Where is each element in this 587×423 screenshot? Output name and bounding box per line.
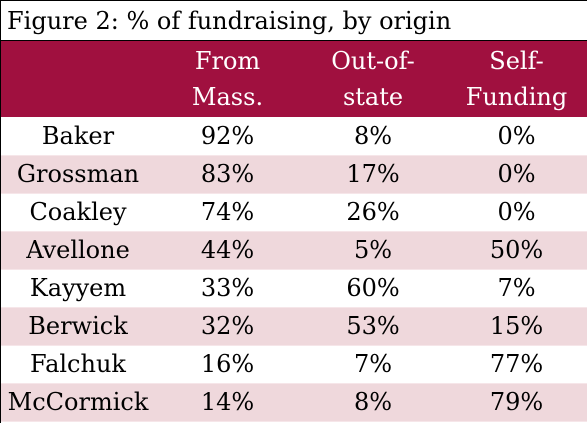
candidate-name: Berwick bbox=[1, 307, 155, 346]
header-candidate bbox=[1, 41, 155, 117]
candidate-name: Kayyem bbox=[1, 269, 155, 308]
from-mass-value: 92% bbox=[155, 117, 300, 156]
from-mass-value: 83% bbox=[155, 155, 300, 194]
from-mass-value: 74% bbox=[155, 193, 300, 232]
self-funding-value: 50% bbox=[446, 231, 587, 270]
header-self-funding: Self- Funding bbox=[465, 47, 568, 111]
out-of-state-value: 5% bbox=[300, 231, 446, 270]
candidate-name: Falchuk bbox=[1, 345, 155, 384]
out-of-state-value: 17% bbox=[300, 155, 446, 194]
figure-title: Figure 2: % of fundraising, by origin bbox=[1, 1, 587, 41]
out-of-state-value: 53% bbox=[300, 307, 446, 346]
table-row: McCormick 14% 8% 79% bbox=[1, 383, 587, 422]
self-funding-value: 0% bbox=[446, 117, 587, 156]
table-row: Baker 92% 8% 0% bbox=[1, 117, 587, 156]
self-funding-value: 0% bbox=[446, 193, 587, 232]
out-of-state-value: 26% bbox=[300, 193, 446, 232]
header-from-mass: From Mass. bbox=[191, 47, 264, 111]
self-funding-value: 79% bbox=[446, 383, 587, 422]
candidate-name: Grossman bbox=[1, 155, 155, 194]
table-row: Grossman 83% 17% 0% bbox=[1, 155, 587, 194]
self-funding-value: 0% bbox=[446, 155, 587, 194]
from-mass-value: 33% bbox=[155, 269, 300, 308]
out-of-state-value: 7% bbox=[300, 345, 446, 384]
self-funding-value: 15% bbox=[446, 307, 587, 346]
candidate-name: McCormick bbox=[1, 383, 155, 422]
candidate-name: Baker bbox=[1, 117, 155, 156]
out-of-state-value: 60% bbox=[300, 269, 446, 308]
self-funding-value: 77% bbox=[446, 345, 587, 384]
from-mass-value: 32% bbox=[155, 307, 300, 346]
from-mass-value: 44% bbox=[155, 231, 300, 270]
fundraising-table: From Mass. Out-of- state Self- Funding B… bbox=[1, 41, 587, 422]
table-row: Avellone 44% 5% 50% bbox=[1, 231, 587, 270]
out-of-state-value: 8% bbox=[300, 383, 446, 422]
self-funding-value: 7% bbox=[446, 269, 587, 308]
table-row: Falchuk 16% 7% 77% bbox=[1, 345, 587, 384]
candidate-name: Coakley bbox=[1, 193, 155, 232]
table-row: Kayyem 33% 60% 7% bbox=[1, 269, 587, 308]
from-mass-value: 16% bbox=[155, 345, 300, 384]
table-row: Coakley 74% 26% 0% bbox=[1, 193, 587, 232]
table-row: Berwick 32% 53% 15% bbox=[1, 307, 587, 346]
out-of-state-value: 8% bbox=[300, 117, 446, 156]
from-mass-value: 14% bbox=[155, 383, 300, 422]
candidate-name: Avellone bbox=[1, 231, 155, 270]
header-out-of-state: Out-of- state bbox=[331, 47, 415, 111]
table-header-row: From Mass. Out-of- state Self- Funding bbox=[1, 41, 587, 117]
